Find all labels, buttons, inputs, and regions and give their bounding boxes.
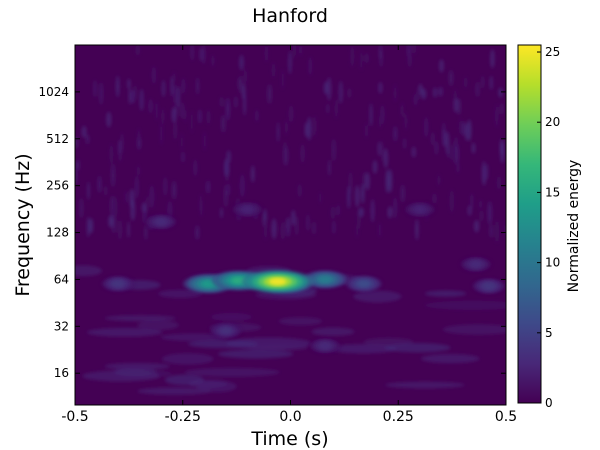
y-tick-label: 16 — [54, 366, 69, 380]
y-tick-label: 1024 — [38, 85, 69, 99]
y-tick-label: 32 — [54, 319, 69, 333]
colorbar-tick-label: 25 — [545, 45, 560, 59]
heatmap-hotspot — [209, 323, 242, 339]
colorbar-tick-label: 5 — [545, 326, 553, 340]
heatmap-hotspot — [145, 214, 177, 230]
y-tick-label: 256 — [46, 179, 69, 193]
y-tick-label: 128 — [46, 226, 69, 240]
heatmap-hotspot — [101, 276, 135, 292]
colorbar-tick-label: 15 — [545, 185, 560, 199]
heatmap-hotspot — [404, 202, 436, 217]
x-tick-label: 0.25 — [383, 409, 414, 425]
chart-title: Hanford — [252, 5, 328, 27]
heatmap-energy-layer — [75, 45, 506, 395]
y-axis: 16 32 64 128 256 512 1024 — [38, 85, 506, 380]
colorbar-ticks: 0 5 10 15 20 25 — [537, 45, 560, 410]
x-tick-label: 0.5 — [495, 409, 517, 425]
colorbar-tick-label: 0 — [545, 396, 553, 410]
x-axis: -0.5 -0.25 0.0 0.25 0.5 — [61, 45, 517, 425]
colorbar-label: Normalized energy — [566, 160, 582, 293]
colorbar-tick-label: 10 — [545, 256, 560, 270]
heatmap-hotspot — [460, 256, 492, 272]
colorbar-gradient — [517, 44, 542, 404]
heatmap-hotspot — [241, 270, 314, 294]
heatmap-hotspot — [232, 202, 263, 217]
y-axis-label: Frequency (Hz) — [12, 153, 34, 296]
heatmap-hotspot — [302, 270, 348, 289]
x-tick-label: 0.0 — [279, 409, 301, 425]
heatmap-plot-area — [74, 44, 507, 406]
heatmap-hotspot — [309, 338, 341, 354]
y-tick-label: 64 — [54, 272, 69, 286]
x-axis-label: Time (s) — [250, 428, 328, 450]
colorbar: 0 5 10 15 20 25 Normalized energy — [517, 44, 582, 410]
x-tick-label: -0.5 — [61, 409, 88, 425]
x-tick-label: -0.25 — [165, 409, 201, 425]
y-tick-label: 512 — [46, 132, 69, 146]
heatmap-hotspot — [472, 278, 506, 294]
colorbar-tick-label: 20 — [545, 115, 560, 129]
heatmap-hotspot — [345, 275, 383, 292]
